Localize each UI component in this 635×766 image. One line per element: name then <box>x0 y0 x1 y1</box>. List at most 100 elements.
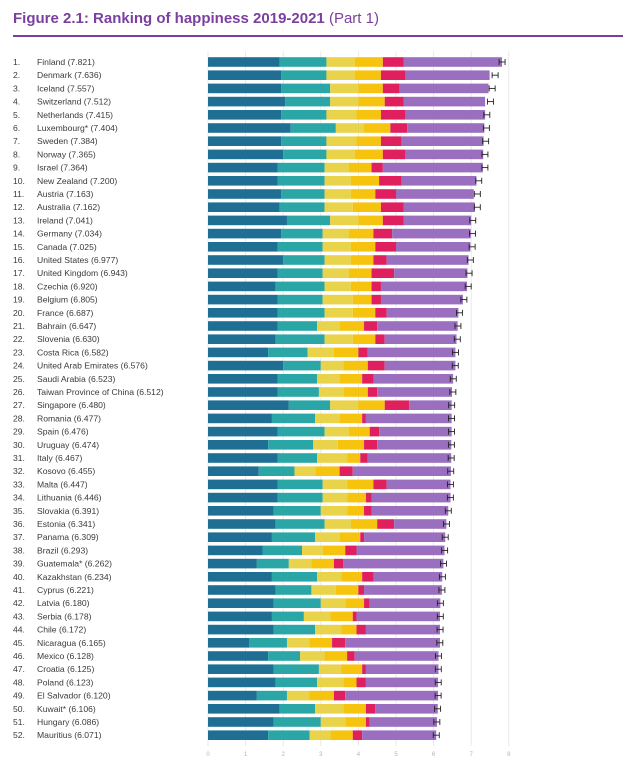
country-label: Romania (6.477) <box>37 413 101 423</box>
bar-segment <box>365 717 370 727</box>
bar-segment <box>208 110 282 120</box>
x-tick-label: 2 <box>282 752 286 758</box>
bar-segment <box>373 572 443 582</box>
country-label: Germany (7.034) <box>37 229 102 239</box>
bar-segment <box>322 492 348 503</box>
bar-segment <box>208 717 274 727</box>
country-label: Kazakhstan (6.234) <box>37 572 112 582</box>
bar-segment <box>303 611 331 622</box>
rank-number: 29. <box>13 427 25 437</box>
bar-segment <box>315 624 342 635</box>
bar-segment <box>349 268 372 278</box>
country-label: Croatia (6.125) <box>37 664 94 674</box>
bar-segment <box>399 83 489 94</box>
bar-segment <box>277 308 325 318</box>
rank-number: 16. <box>13 255 25 265</box>
country-label: Guatemala* (6.262) <box>37 559 112 569</box>
bar-segment <box>382 57 404 67</box>
country-label: Finland (7.821) <box>37 57 95 67</box>
bar-segment <box>375 189 396 199</box>
bar-segment <box>275 519 325 529</box>
bar-segment <box>343 558 444 569</box>
bar-segment <box>208 585 276 595</box>
bar-segment <box>273 624 316 635</box>
bar-segment <box>326 149 355 160</box>
bar-segment <box>277 492 323 503</box>
bar-segment <box>324 202 353 212</box>
bar-segment <box>300 651 325 661</box>
bar-segment <box>277 268 323 278</box>
bar-segment <box>324 334 353 344</box>
bar-segment <box>352 334 376 344</box>
bar-segment <box>345 638 440 648</box>
bar-segment <box>326 136 357 146</box>
bar-segment <box>380 281 468 292</box>
bar-segment <box>356 611 440 622</box>
bar-segment <box>315 413 340 424</box>
bar-segment <box>350 242 376 252</box>
bar-segment <box>394 519 447 529</box>
bar-segment <box>365 664 439 674</box>
rank-number: 7. <box>13 136 20 146</box>
country-label: Australia (7.162) <box>37 202 100 212</box>
bar-segment <box>352 466 451 476</box>
bar-segment <box>313 440 338 450</box>
bar-segment <box>208 519 276 529</box>
bar-segment <box>377 387 453 397</box>
country-label: France (6.687) <box>37 308 94 318</box>
bar-segment <box>369 717 437 727</box>
bar-segment <box>208 387 278 397</box>
bar-segment <box>315 532 340 542</box>
bar-segment <box>396 242 471 252</box>
rank-number: 40. <box>13 572 25 582</box>
bar-segment <box>271 532 316 542</box>
bar-segment <box>208 611 272 622</box>
bar-segment <box>315 704 344 714</box>
bar-segment <box>208 123 291 133</box>
bar-segment <box>364 123 391 133</box>
bar-segment <box>364 321 378 331</box>
bar-segment <box>358 400 385 410</box>
bar-segment <box>324 176 351 186</box>
country-label: Switzerland (7.512) <box>37 97 111 107</box>
bar-segment <box>320 717 346 727</box>
bar-segment <box>208 215 287 226</box>
bar-segment <box>324 162 349 173</box>
rank-number: 31. <box>13 453 25 463</box>
bar-segment <box>281 110 327 120</box>
bar-segment <box>286 638 310 648</box>
bar-segment <box>384 96 404 107</box>
bar-segment <box>283 255 325 265</box>
bar-segment <box>302 545 323 556</box>
bar-segment <box>367 347 456 358</box>
bar-segment <box>286 690 310 701</box>
bar-segment <box>268 651 301 661</box>
bar-segment <box>335 585 359 595</box>
bar-segment <box>360 532 365 542</box>
bar-segment <box>341 664 363 674</box>
country-label: Costa Rica (6.582) <box>37 347 109 357</box>
bar-segment <box>208 558 257 569</box>
country-label: Kuwait* (6.106) <box>37 704 96 714</box>
bar-segment <box>365 413 452 424</box>
bar-segment <box>350 189 376 199</box>
bar-segment <box>373 374 454 384</box>
bar-segment <box>377 440 452 450</box>
bar-segment <box>277 162 325 173</box>
bar-segment <box>208 400 289 410</box>
bar-segment <box>375 308 387 318</box>
bar-segment <box>343 704 366 714</box>
rank-number: 18. <box>13 281 25 291</box>
bar-segment <box>322 479 348 490</box>
bar-segment <box>317 321 340 331</box>
bar-segment <box>382 215 404 226</box>
bar-segment <box>394 268 468 278</box>
country-label: Ireland (7.041) <box>37 215 93 225</box>
bar-segment <box>330 730 353 740</box>
bar-segment <box>324 189 351 199</box>
bar-segment <box>277 176 325 186</box>
bar-segment <box>380 136 402 146</box>
country-label: United Kingdom (6.943) <box>37 268 128 278</box>
bar-segment <box>365 677 439 688</box>
bar-segment <box>371 268 395 278</box>
